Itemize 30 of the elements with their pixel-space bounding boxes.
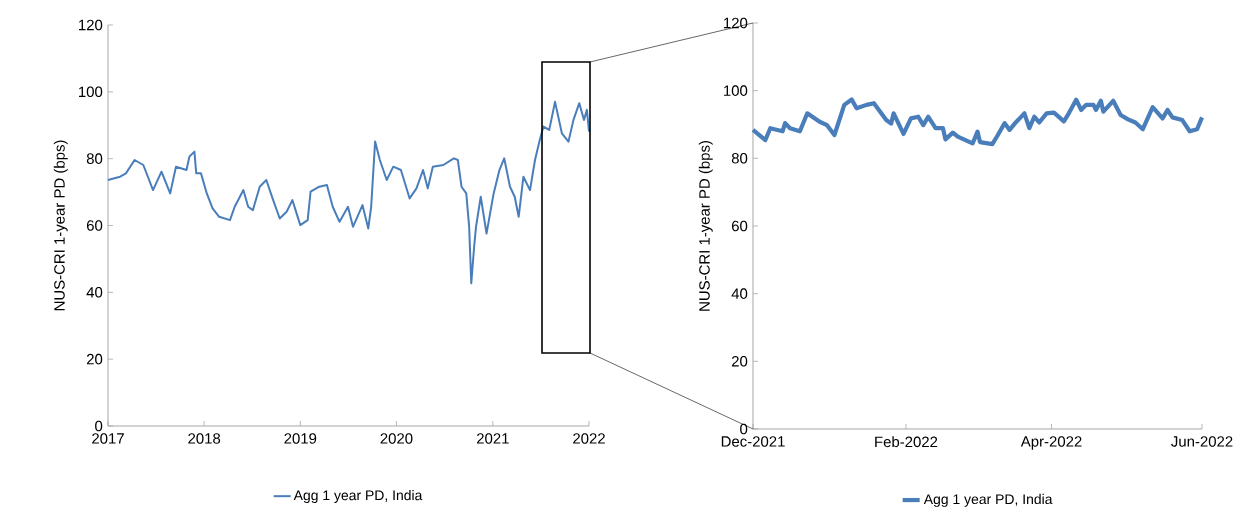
y-tick-label: 120 bbox=[79, 19, 103, 31]
y-tick-label: 60 bbox=[731, 220, 748, 232]
x-tick-label: Dec-2021 bbox=[721, 436, 785, 447]
legend-label: Agg 1 year PD, India bbox=[293, 489, 423, 503]
y-tick-label: 60 bbox=[86, 220, 103, 231]
x-tick-label: 2022 bbox=[573, 433, 605, 444]
y-tick-label: 40 bbox=[86, 286, 103, 298]
x-tick-label: Feb-2022 bbox=[875, 436, 938, 448]
y-tick-label: 0 bbox=[740, 423, 748, 435]
x-tick-label: 2021 bbox=[476, 433, 509, 444]
y-tick-label: 80 bbox=[86, 153, 103, 164]
y-tick-label: 80 bbox=[731, 152, 748, 164]
y-tick-label: 100 bbox=[724, 85, 748, 96]
legend-label: Agg 1 year PD, India bbox=[923, 493, 1053, 507]
x-tick-label: 2017 bbox=[92, 433, 124, 444]
x-tick-label: 2020 bbox=[380, 433, 413, 444]
y-tick-label: 40 bbox=[731, 288, 748, 299]
y-tick-label: 120 bbox=[724, 17, 748, 29]
y-tick-label: 0 bbox=[95, 420, 103, 432]
line-series bbox=[750, 97, 1205, 147]
x-tick-label: 2019 bbox=[284, 433, 317, 444]
line-series bbox=[107, 100, 591, 285]
y-axis-title: NUS-CRI 1-year PD (bps) bbox=[698, 140, 713, 311]
x-tick-label: Jun-2022 bbox=[1171, 436, 1233, 447]
x-tick-label: 2018 bbox=[188, 433, 221, 444]
y-tick-label: 20 bbox=[731, 355, 748, 367]
y-axis-title: NUS-CRI 1-year PD (bps) bbox=[53, 140, 68, 311]
y-tick-label: 20 bbox=[86, 353, 103, 365]
x-tick-label: Apr-2022 bbox=[1020, 436, 1082, 450]
y-tick-label: 100 bbox=[79, 86, 103, 98]
